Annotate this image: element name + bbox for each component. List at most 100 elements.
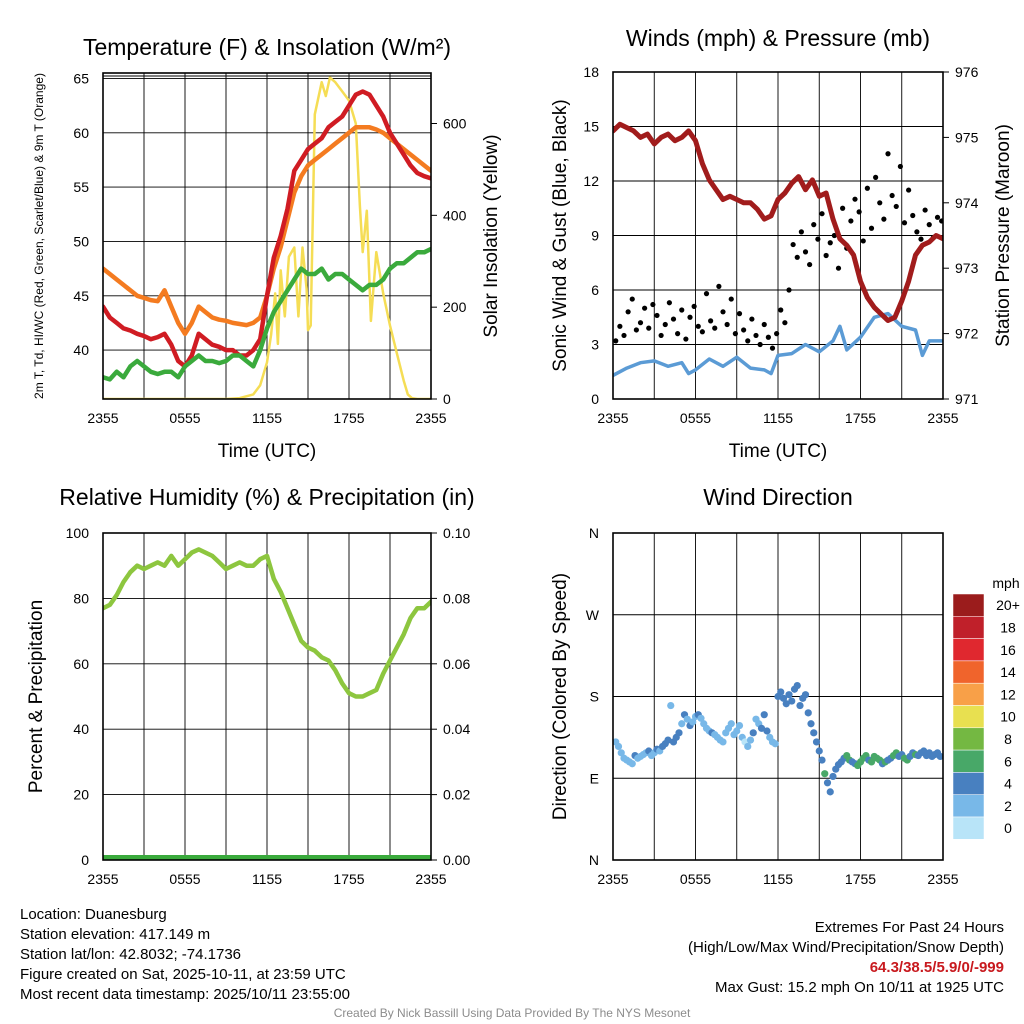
y2-tick-label: 0.10 [443,525,470,541]
y2-tick-label: 971 [955,391,979,407]
direction-point [733,727,741,735]
x-tick-label: 2355 [927,871,958,887]
created-text: Figure created on Sat, 2025-10-11, at 23… [20,966,346,983]
x-tick-label: 2355 [415,410,446,426]
y-tick-label: N [589,525,599,541]
y-tick-label: 50 [73,233,89,249]
y2-tick-label: 0.04 [443,721,470,737]
x-tick-label: 2355 [87,410,118,426]
direction-point [746,736,755,744]
colorbar-swatch [952,593,985,617]
direction-point [689,718,697,726]
x-tick-label: 1755 [845,871,876,887]
extremes-values: 64.3/38.5/5.9/0/-999 [869,959,1004,976]
y2-tick-label: 976 [955,64,979,80]
x-axis-label: Time (UTC) [218,441,317,462]
direction-point [771,740,779,748]
y-axis-label: Sonic Wind & Gust (Blue, Black) [550,99,571,371]
gust-point [769,345,776,351]
x-tick-label: 0555 [169,871,200,887]
y-tick-label: E [590,770,599,786]
y2-tick-label: 973 [955,260,979,276]
gust-point [666,300,672,306]
colorbar-label: 6 [1004,753,1012,769]
gust-point [683,336,689,342]
y-tick-label: 100 [66,525,90,541]
colorbar-swatch [952,727,985,751]
direction-point [719,738,727,746]
x-tick-label: 1755 [845,410,876,426]
gust-point [926,222,932,228]
colorbar-swatch [952,616,985,639]
y-tick-label: W [586,607,600,623]
gust-point [646,325,652,331]
gust-point [901,220,908,226]
plot-frame [612,532,944,861]
gust-point [798,229,804,235]
direction-point [821,770,829,778]
gust-point [716,283,722,289]
gust-point [774,331,780,337]
x-tick-label: 2355 [415,871,446,887]
colorbar-swatch [952,705,985,729]
colorbar-swatch [952,749,985,773]
y-tick-label: 3 [591,337,599,353]
direction-point [829,772,837,781]
plot-frame [102,72,432,400]
y2-tick-label: 0.02 [443,787,470,803]
humidity-panel: 0 20 40 60 80 100 0.00 0.02 0.04 0.06 0.08 0.10 2355… [26,484,475,887]
gust-point [629,296,635,302]
direction-point [823,779,832,787]
colorbar-swatch [952,772,985,795]
y2-tick-label: 400 [443,207,467,223]
pressure-series-line [613,121,943,323]
gust-point [613,338,619,344]
gust-point [724,321,730,328]
gust-point [658,332,664,339]
station-info: Location: Duanesburg Station elevation: … [20,905,350,1005]
direction-point [727,720,735,728]
y-axis-label: Direction (Colored By Speed) [550,573,571,820]
y-tick-label: 0 [591,391,599,407]
direction-point [735,721,744,730]
direction-point [744,742,752,751]
gust-point [856,209,862,215]
direction-panel: N E S W N 2355 0555 1155 1755 2355 Wind Direction D… [550,484,959,887]
recent-data-text: Most recent data timestamp: 2025/10/11 2… [20,986,350,1003]
colorbar-label: 2 [1004,798,1012,814]
direction-point [757,724,766,732]
gust-point [873,174,879,180]
gust-point [662,321,668,328]
y-tick-label: 40 [73,721,89,737]
direction-point [697,714,705,722]
y-tick-label: 9 [591,228,599,244]
x-tick-label: 0555 [680,871,711,887]
x-axis-label: Time (UTC) [729,441,828,462]
colorbar-label: 20+ [996,597,1020,613]
gust-point [868,225,875,231]
y-axis-label: 2m T, Td, HI/WC (Red, Green, Scarlet/Blu… [32,73,46,399]
gust-point [728,296,734,302]
gust-point [782,320,788,326]
direction-point [936,752,943,761]
gust-point [741,327,747,333]
colorbar-label: 0 [1004,820,1012,836]
direction-point [763,727,771,735]
direction-point [749,729,757,737]
gust-point [761,321,767,328]
x-tick-label: 2355 [87,871,118,887]
colorbar-label: 4 [1004,776,1012,792]
x-tick-label: 1155 [252,871,282,887]
credit-text: Created By Nick Bassill Using Data Provi… [333,1006,691,1020]
y2-tick-label: 0 [443,391,451,407]
plot-area [613,682,943,796]
colorbar-label: 18 [1000,619,1016,635]
gust-point [695,323,701,329]
insolation-series-line [103,76,431,399]
plot-frame [612,71,944,400]
gust-point [864,185,870,191]
gust-point [732,331,738,337]
x-tick-label: 2355 [597,410,628,426]
gust-point [815,236,821,242]
y2-tick-label: 972 [955,326,979,342]
